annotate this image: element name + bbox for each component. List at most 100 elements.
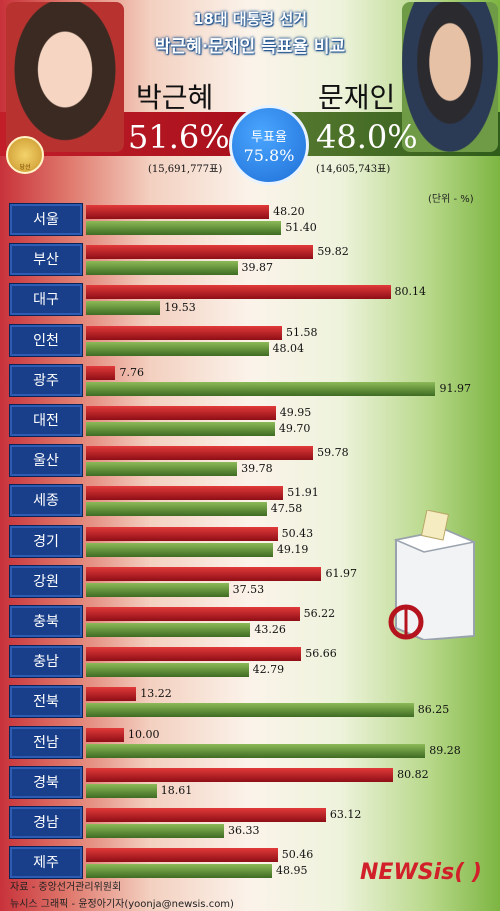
moon-value: 49.19 [276,542,309,556]
park-percent: 51.6% [128,118,230,156]
region-label: 경북 [9,765,83,799]
region-label: 경남 [9,806,83,839]
region-label: 전남 [9,725,83,759]
park-portrait [6,2,124,152]
park-value: 7.76 [119,365,144,379]
moon-value: 51.40 [285,221,317,234]
moon-value: 18.61 [160,783,193,797]
moon-value: 42.79 [252,663,285,677]
park-bar [86,325,282,340]
park-bar [86,205,270,219]
moon-bar [86,783,157,798]
park-value: 61.97 [325,566,357,580]
moon-value: 43.26 [254,623,286,636]
moon-value: 89.28 [429,743,461,757]
region-label: 제주 [9,846,83,880]
moon-value: 91.97 [439,381,471,395]
moon-bar [86,623,251,637]
moon-bar [86,542,273,557]
park-value: 59.82 [317,245,349,259]
moon-value: 19.53 [164,301,196,315]
unit-label: (단위 - %) [428,194,474,205]
park-value: 51.91 [287,486,319,500]
moon-bar [86,703,414,718]
moon-bar [86,864,272,879]
moon-bar [86,422,275,436]
region-label: 충남 [9,645,83,679]
park-value: 56.66 [305,647,337,661]
title-line-2: 박근혜·문재인 득표율 비교 [154,37,346,57]
region-label: 울산 [9,444,83,478]
moon-bar [86,261,238,276]
park-votes: (15,691,777표) [148,164,223,175]
moon-name: 문재인 [318,81,396,114]
region-label: 인천 [9,323,83,357]
park-bar [86,526,278,541]
region-label: 대구 [9,283,83,317]
park-value: 80.14 [394,285,427,299]
moon-value: 39.78 [241,462,273,476]
moon-value: 48.95 [276,864,308,878]
region-label: 광주 [9,363,83,397]
moon-bar [86,824,225,838]
moon-bar [86,301,161,316]
park-value: 48.20 [273,205,305,218]
title-line-1: 18대 대통령 선거 [192,10,308,28]
turnout-badge: 투표율 75.8% [229,105,309,185]
park-name: 박근혜 [136,81,214,114]
park-bar [86,245,314,260]
winner-seal-icon: 당선 [6,136,44,174]
moon-bar [86,462,238,477]
park-value: 50.46 [281,848,314,862]
moon-portrait [402,2,498,152]
region-label: 부산 [9,243,83,277]
park-value: 56.22 [303,607,336,620]
park-bar [86,446,314,461]
moon-bar [86,381,436,396]
region-label: 전북 [9,685,83,719]
park-value: 13.22 [140,687,172,701]
park-bar [86,767,394,782]
park-value: 49.95 [279,406,312,419]
moon-bar [86,743,426,758]
moon-value: 86.25 [417,703,450,717]
park-bar [86,486,284,501]
moon-bar [86,221,282,235]
moon-bar [86,502,267,517]
turnout-value: 75.8% [243,146,295,165]
park-value: 59.78 [317,446,349,460]
region-label: 강원 [9,564,83,598]
moon-bar [86,663,249,678]
moon-value: 49.70 [278,422,311,435]
moon-value: 47.58 [270,502,303,516]
region-label: 충북 [9,605,83,638]
moon-value: 37.53 [232,582,265,596]
moon-bar [86,582,229,597]
park-bar [86,687,137,702]
moon-votes: (14,605,743표) [316,164,391,175]
newsis-logo: NEWSis( ) [360,860,482,885]
park-bar [86,808,326,822]
park-bar [86,566,322,581]
park-value: 63.12 [329,808,362,821]
region-label: 서울 [9,203,83,236]
park-value: 10.00 [128,727,160,741]
park-value: 80.82 [397,767,429,781]
park-bar [86,647,302,662]
region-label: 세종 [9,484,83,518]
moon-bar [86,341,269,356]
park-bar [86,727,124,742]
moon-percent: 48.0% [316,118,418,156]
park-bar [86,848,278,863]
moon-value: 48.04 [272,341,305,355]
credit-note: 뉴시스 그래픽 - 윤정아기자(yoonja@newsis.com) [10,899,234,910]
park-bar [86,285,391,300]
park-bar [86,607,300,621]
park-bar [86,365,116,380]
region-label: 대전 [9,404,83,437]
moon-value: 36.33 [228,824,260,837]
moon-value: 39.87 [241,261,274,275]
source-note: 자료 - 중앙선거관리위원회 [10,882,122,893]
turnout-label: 투표율 [251,130,287,145]
